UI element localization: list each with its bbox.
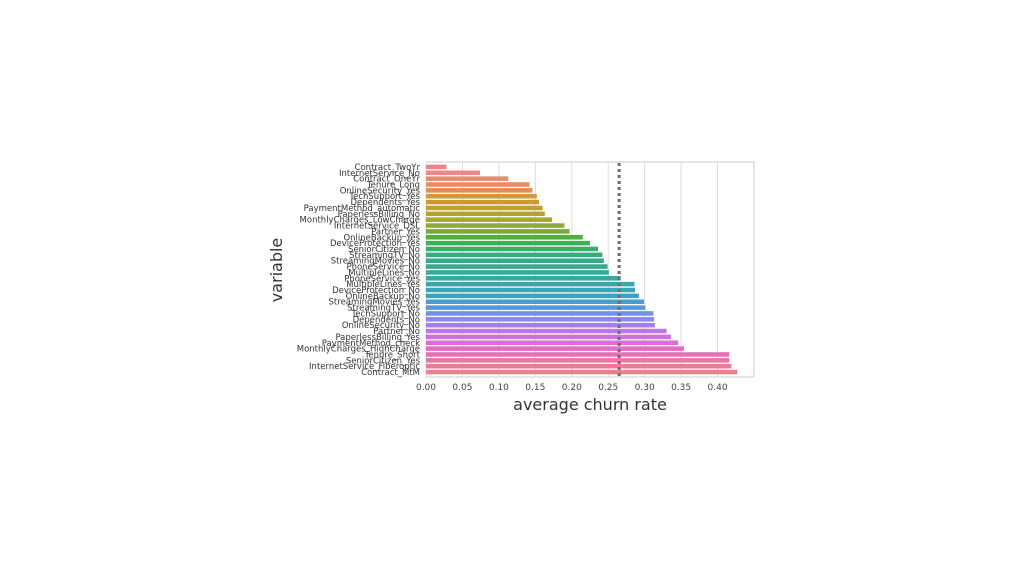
x-tick-label: 0.30 [635,383,655,393]
bar [426,328,667,334]
category-label: InternetService_No [339,169,420,179]
bar [426,363,732,369]
x-tick-label: 0.20 [562,383,582,393]
bar [426,193,537,199]
category-label: Partner_No [373,327,420,337]
bar [426,234,583,240]
x-axis-label: average churn rate [513,395,667,414]
bar [426,299,644,305]
category-label: OnlineSecurity_Yes [340,186,421,196]
category-label: PaperlessBilling_Yes [335,333,420,343]
category-label: Contract_TwoYr [355,163,421,173]
x-tick-label: 0.40 [708,383,728,393]
category-label: Partner_Yes [371,227,420,237]
bar [426,293,639,299]
bar [426,170,480,176]
category-label: MultipleLines_No [348,268,420,278]
x-tick-label: 0.25 [598,383,618,393]
bar [426,258,604,263]
category-label: Tenure_Short [364,350,421,360]
bar [426,369,738,375]
category-label: OnlineBackup_Yes [343,233,420,243]
bar [426,240,590,246]
x-tick-label: 0.00 [416,383,436,393]
category-label: MonthlyCharges_HighCharge [297,345,420,355]
bar [426,264,608,269]
category-label: SeniorCitizen_No [348,245,420,255]
bar [426,205,543,211]
category-label: DeviceProtection_No [332,286,420,296]
bar [426,182,530,187]
category-label: Tenure_Long [366,181,420,191]
bar [426,287,636,293]
x-tick-label: 0.05 [452,383,472,393]
bar [426,229,570,234]
bar [426,317,655,322]
bar [426,223,565,228]
category-label: StreamingTV_Yes [347,304,420,314]
category-label: PhoneService_Yes [344,274,420,284]
category-label: TechSupport_No [351,309,420,319]
bar [426,188,533,193]
category-label: PaperlessBilling_No [338,210,420,220]
bar [426,276,621,281]
bar [426,252,603,258]
x-tick-label: 0.10 [489,383,509,393]
bar [426,340,679,346]
bar [426,346,685,351]
category-label: InternetService_DSL [334,222,420,232]
bar [426,176,509,181]
category-label: MultipleLines_Yes [346,280,420,290]
category-label: PaymentMethod_check [322,339,420,349]
category-label: MonthlyCharges_LowCharge [300,216,420,226]
x-tick-labels: 0.00 0.05 0.10 0.15 0.20 0.25 0.30 0.35 0.40 [416,383,728,393]
bar [426,358,730,363]
bar [426,334,671,340]
bar [426,211,545,217]
category-label: Dependents_No [353,315,420,325]
category-label: Dependents_Yes [350,198,420,208]
bar [426,311,654,316]
category-label: DeviceProtection_Yes [330,239,421,249]
category-label: PaymentMethod_automatic [304,204,421,214]
category-label: InternetService_Fiberoptic [309,362,420,372]
category-labels: Contract_TwoYrInternetService_NoContract… [297,163,421,378]
y-axis-label: variable [267,238,286,303]
bar [426,270,609,275]
category-label: StreamingMovies_Yes [329,298,421,308]
category-label: OnlineBackup_No [346,292,420,302]
category-label: TechSupport_Yes [348,192,420,202]
bar [426,322,655,328]
bars [426,164,738,375]
x-tick-label: 0.15 [525,383,545,393]
x-tick-label: 0.35 [671,383,691,393]
category-label: StreamingTV_No [349,251,420,261]
bar [426,305,646,310]
category-label: PhoneService_No [346,263,420,273]
category-label: Contract_MtM [361,368,420,378]
category-label: StreamingMovies_No [331,257,420,267]
bar [426,281,635,287]
bar [426,199,539,205]
bar [426,164,447,170]
bar [426,217,553,222]
category-label: SeniorCitizen_Yes [346,356,421,366]
bar [426,246,599,252]
bar [426,352,730,357]
category-label: Contract_OneYr [353,175,420,185]
category-label: OnlineSecurity_No [342,321,420,331]
